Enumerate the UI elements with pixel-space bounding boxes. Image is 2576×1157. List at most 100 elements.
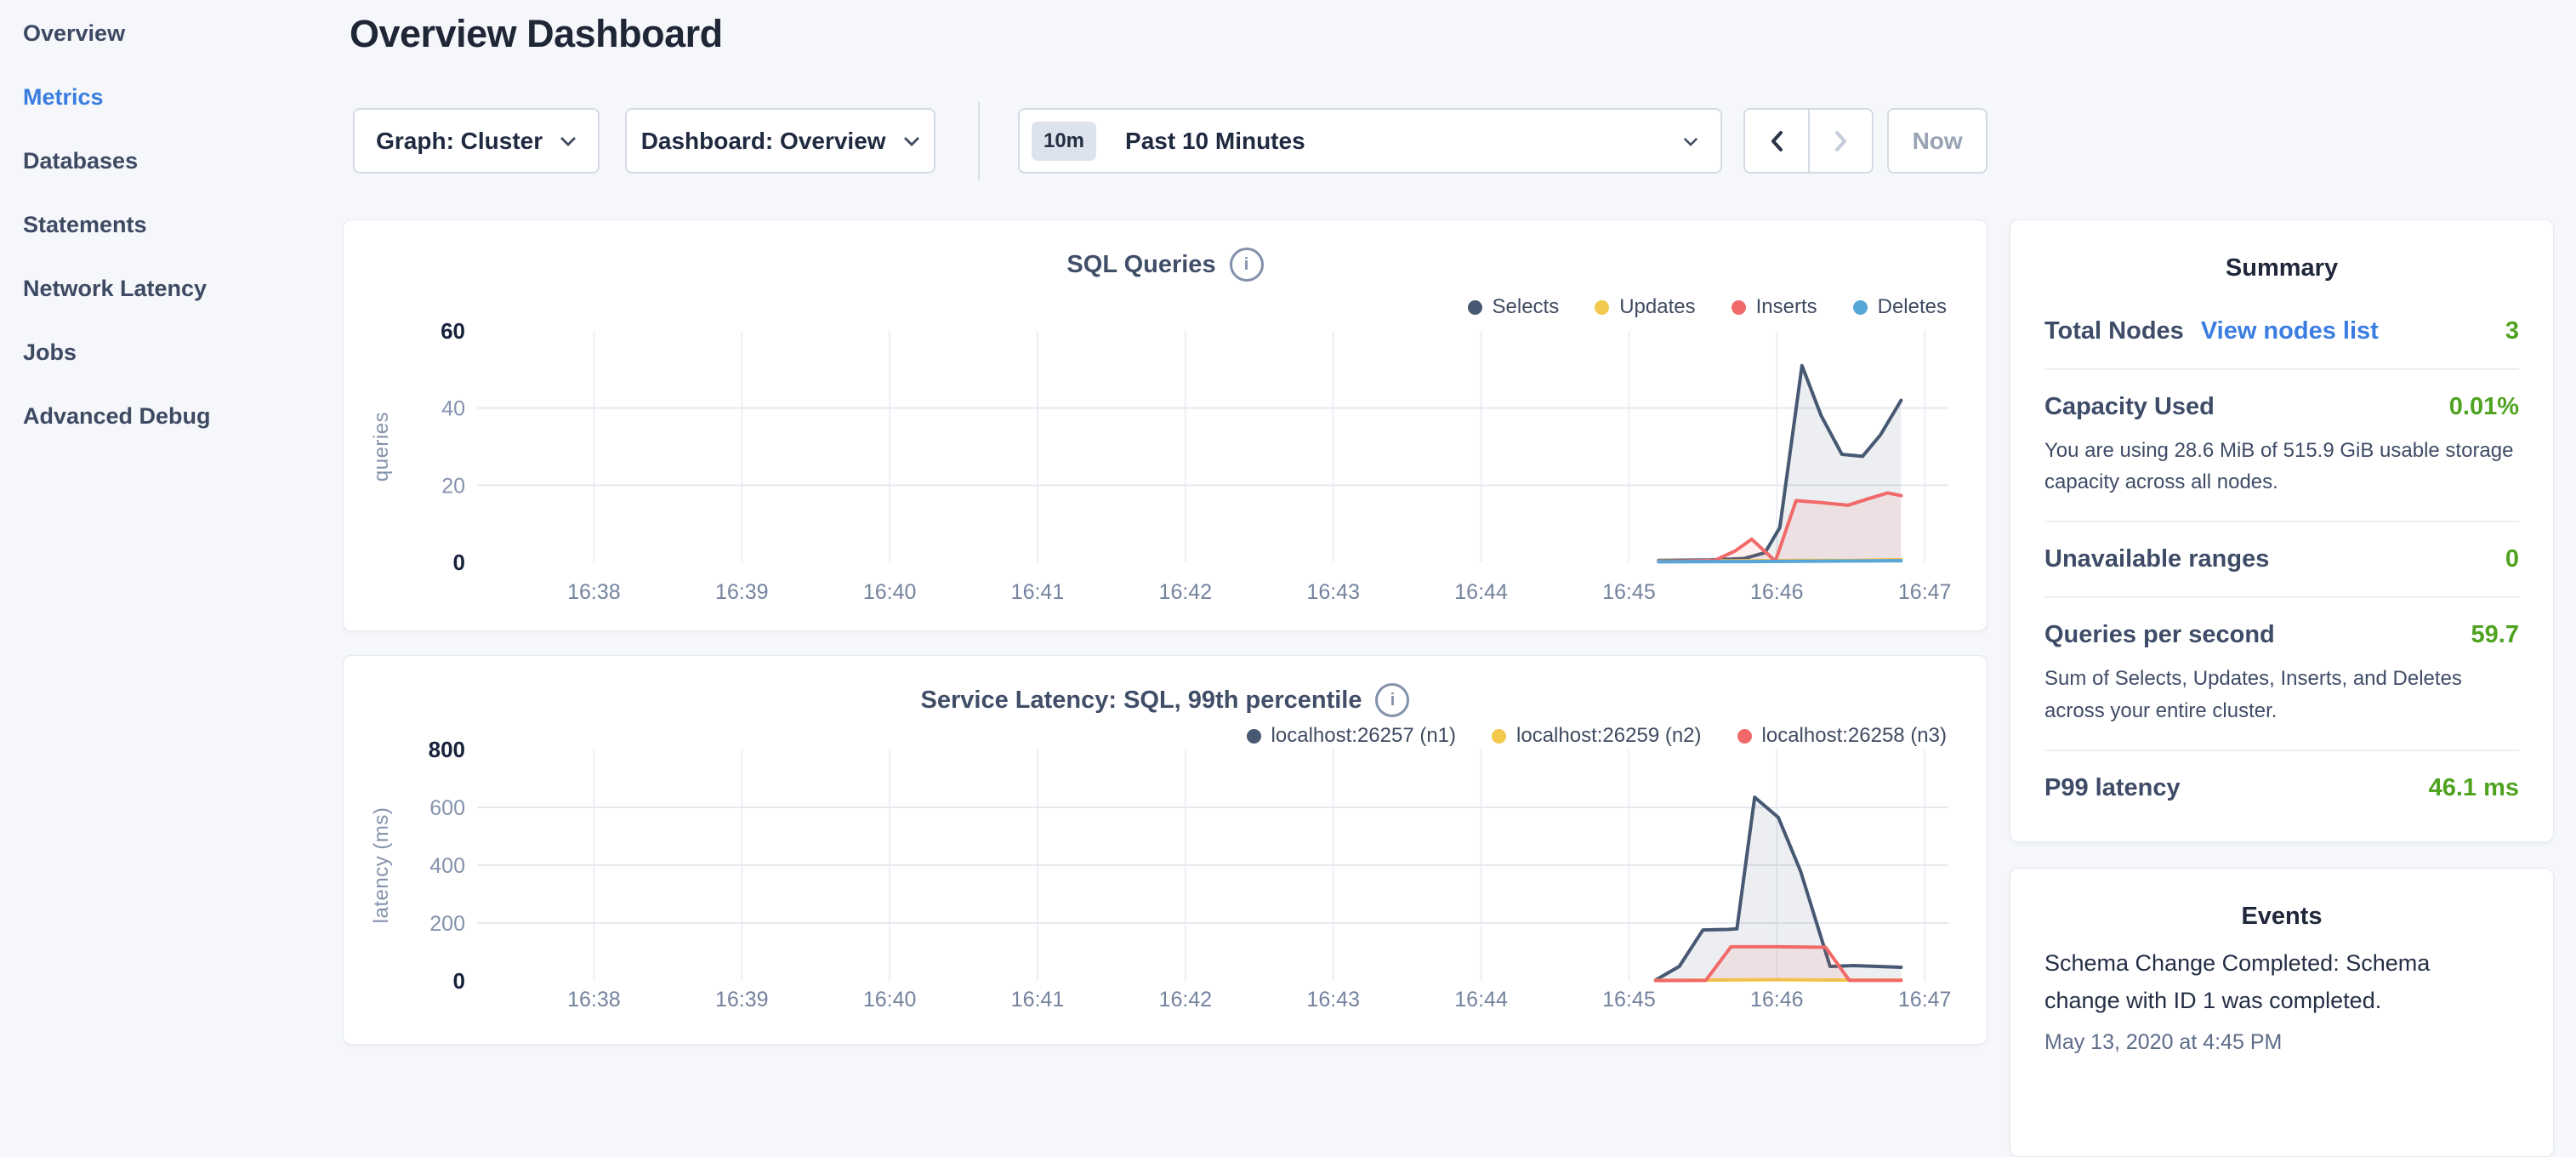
- svg-text:16:46: 16:46: [1750, 988, 1804, 1012]
- svg-text:600: 600: [429, 796, 465, 820]
- sql-queries-chart-card: 16:3816:3916:4016:4116:4216:4316:4416:45…: [343, 219, 1987, 631]
- chart-title-row: SQL Queries i: [344, 242, 1987, 287]
- svg-text:16:41: 16:41: [1011, 988, 1065, 1012]
- legend-item[interactable]: Selects: [1468, 295, 1560, 319]
- time-range-badge: 10m: [1032, 122, 1096, 161]
- legend-item[interactable]: Updates: [1595, 295, 1695, 319]
- summary-label: P99 latency: [2044, 774, 2181, 802]
- sidebar-item-network-latency[interactable]: Network Latency: [23, 276, 340, 302]
- summary-row: P99 latency46.1 ms: [2044, 751, 2519, 811]
- svg-text:16:42: 16:42: [1159, 580, 1213, 604]
- legend-label: localhost:26257 (n1): [1271, 724, 1456, 748]
- svg-text:queries: queries: [370, 412, 393, 482]
- sidebar-item-jobs[interactable]: Jobs: [23, 339, 340, 366]
- svg-text:16:38: 16:38: [567, 988, 621, 1012]
- chevron-left-icon: [1770, 130, 1783, 152]
- chart-title-row: Service Latency: SQL, 99th percentile i: [344, 678, 1987, 722]
- legend-item[interactable]: localhost:26257 (n1): [1247, 724, 1456, 748]
- legend-dot-icon: [1853, 300, 1868, 315]
- legend-dot-icon: [1595, 300, 1609, 315]
- legend-label: localhost:26259 (n2): [1516, 724, 1701, 748]
- legend-label: localhost:26258 (n3): [1762, 724, 1947, 748]
- summary-panel: Summary Total Nodes View nodes list 3 Capac…: [2010, 219, 2554, 842]
- svg-text:16:47: 16:47: [1898, 988, 1952, 1012]
- svg-text:400: 400: [429, 854, 465, 878]
- svg-text:16:42: 16:42: [1159, 988, 1213, 1012]
- events-title: Events: [2044, 903, 2519, 931]
- svg-text:16:40: 16:40: [863, 988, 917, 1012]
- chevron-down-icon: [903, 136, 920, 146]
- event-timestamp: May 13, 2020 at 4:45 PM: [2044, 1030, 2519, 1055]
- toolbar: Graph: Cluster Dashboard: Overview 10m P…: [343, 108, 1987, 174]
- svg-text:latency (ms): latency (ms): [370, 807, 393, 924]
- dashboard-dropdown[interactable]: Dashboard: Overview: [625, 108, 935, 174]
- time-next-button[interactable]: [1808, 110, 1873, 172]
- legend-dot-icon: [1737, 729, 1752, 744]
- legend-item[interactable]: Inserts: [1732, 295, 1817, 319]
- view-nodes-link[interactable]: View nodes list: [2201, 317, 2379, 345]
- dashboard-label: Dashboard: Overview: [641, 128, 886, 155]
- svg-text:16:44: 16:44: [1454, 988, 1508, 1012]
- chevron-right-icon: [1834, 130, 1848, 152]
- summary-desc: Sum of Selects, Updates, Inserts, and De…: [2044, 663, 2519, 726]
- svg-text:40: 40: [441, 397, 465, 421]
- summary-label: Total Nodes: [2044, 317, 2184, 345]
- page-title: Overview Dashboard: [350, 12, 1987, 56]
- chart-legend: Selects Updates Inserts Deletes: [1468, 295, 1948, 319]
- svg-text:200: 200: [429, 912, 465, 936]
- sidebar-item-overview[interactable]: Overview: [23, 20, 340, 47]
- summary-desc: You are using 28.6 MiB of 515.9 GiB usab…: [2044, 435, 2519, 498]
- sidebar-item-metrics[interactable]: Metrics: [23, 84, 340, 111]
- time-range-dropdown[interactable]: 10m Past 10 Minutes: [1018, 108, 1722, 174]
- right-panel: Summary Total Nodes View nodes list 3 Capac…: [2010, 219, 2554, 1157]
- summary-value: 0.01%: [2449, 393, 2519, 421]
- summary-value: 3: [2505, 317, 2519, 345]
- time-range-label: Past 10 Minutes: [1125, 128, 1305, 155]
- svg-text:60: 60: [441, 318, 465, 344]
- legend-dot-icon: [1247, 729, 1261, 744]
- legend-item[interactable]: localhost:26258 (n3): [1737, 724, 1947, 748]
- svg-text:16:41: 16:41: [1011, 580, 1065, 604]
- summary-rows: Total Nodes View nodes list 3 Capacity Used…: [2044, 294, 2519, 811]
- service-latency-chart-card: 16:3816:3916:4016:4116:4216:4316:4416:45…: [343, 655, 1987, 1045]
- legend-item[interactable]: Deletes: [1853, 295, 1947, 319]
- sidebar-item-statements[interactable]: Statements: [23, 212, 340, 238]
- svg-text:16:43: 16:43: [1306, 988, 1360, 1012]
- svg-text:16:44: 16:44: [1454, 580, 1508, 604]
- chevron-down-icon: [560, 136, 577, 146]
- legend-dot-icon: [1492, 729, 1506, 744]
- svg-text:16:38: 16:38: [567, 580, 621, 604]
- chart-title: SQL Queries: [1066, 251, 1215, 279]
- events-panel: Events Schema Change Completed: Schema c…: [2010, 868, 2554, 1157]
- svg-text:16:43: 16:43: [1306, 580, 1360, 604]
- info-icon[interactable]: i: [1230, 248, 1264, 282]
- svg-text:0: 0: [453, 550, 465, 575]
- summary-title: Summary: [2044, 254, 2519, 282]
- sidebar-item-advanced-debug[interactable]: Advanced Debug: [23, 403, 340, 430]
- sidebar-item-databases[interactable]: Databases: [23, 148, 340, 174]
- summary-row: Capacity Used0.01%You are using 28.6 MiB…: [2044, 370, 2519, 522]
- chart-legend: localhost:26257 (n1) localhost:26259 (n2)…: [1247, 724, 1947, 748]
- time-prev-button[interactable]: [1745, 110, 1808, 172]
- now-button[interactable]: Now: [1887, 108, 1987, 174]
- legend-dot-icon: [1468, 300, 1482, 315]
- svg-text:16:45: 16:45: [1602, 580, 1656, 604]
- summary-row: Unavailable ranges0: [2044, 522, 2519, 598]
- legend-label: Inserts: [1756, 295, 1817, 319]
- info-icon[interactable]: i: [1375, 683, 1409, 717]
- summary-value: 59.7: [2471, 621, 2519, 649]
- event-text: Schema Change Completed: Schema change w…: [2044, 944, 2453, 1020]
- summary-value: 0: [2505, 545, 2519, 573]
- legend-item[interactable]: localhost:26259 (n2): [1492, 724, 1701, 748]
- svg-text:800: 800: [429, 737, 465, 762]
- svg-text:16:45: 16:45: [1602, 988, 1656, 1012]
- graph-scope-label: Graph: Cluster: [376, 128, 543, 155]
- event-item: Schema Change Completed: Schema change w…: [2044, 944, 2519, 1055]
- time-pager: [1743, 108, 1874, 174]
- sidebar-nav: Overview Metrics Databases Statements Networ…: [0, 0, 340, 1052]
- svg-text:0: 0: [453, 968, 465, 994]
- legend-dot-icon: [1732, 300, 1746, 315]
- svg-text:20: 20: [441, 474, 465, 498]
- graph-scope-dropdown[interactable]: Graph: Cluster: [353, 108, 600, 174]
- legend-label: Updates: [1619, 295, 1695, 319]
